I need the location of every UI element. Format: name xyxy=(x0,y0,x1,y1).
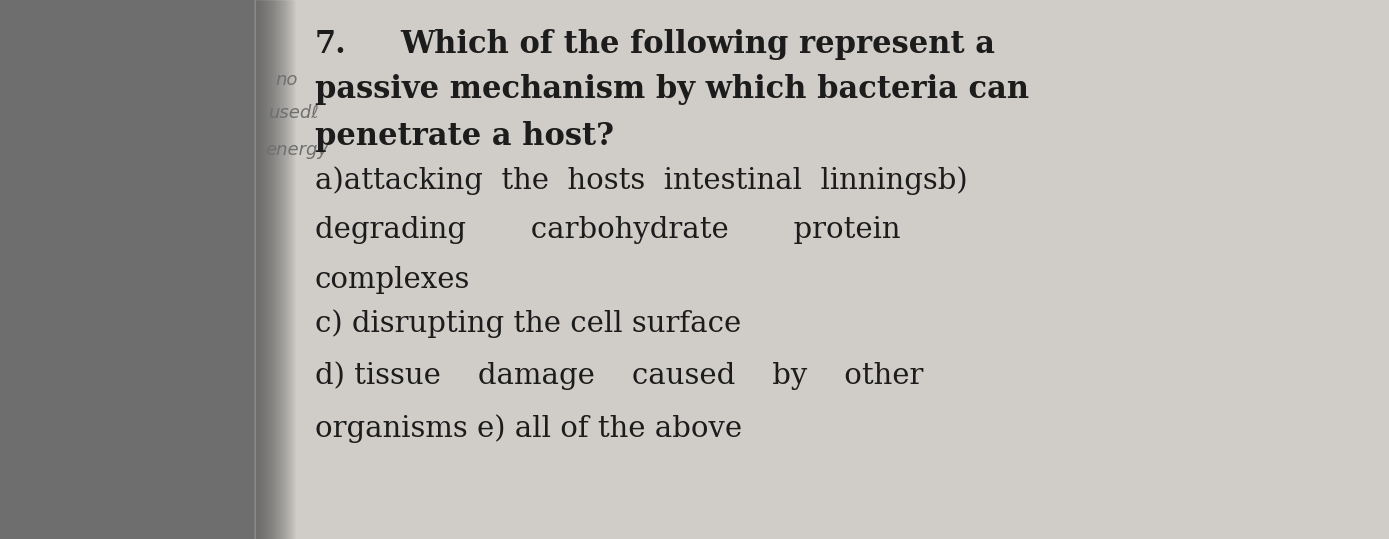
Text: penetrate a host?: penetrate a host? xyxy=(315,121,614,152)
Text: no: no xyxy=(275,71,297,89)
Text: a)attacking  the  hosts  intestinal  linningsb): a)attacking the hosts intestinal linning… xyxy=(315,166,968,195)
Bar xyxy=(0,0,256,539)
Text: energy: energy xyxy=(265,141,328,159)
Text: passive mechanism by which bacteria can: passive mechanism by which bacteria can xyxy=(315,74,1029,105)
Text: usedℓ: usedℓ xyxy=(269,104,319,122)
Text: 7.: 7. xyxy=(315,29,347,60)
Text: complexes: complexes xyxy=(315,266,471,294)
Text: c) disrupting the cell surface: c) disrupting the cell surface xyxy=(315,309,742,338)
Text: organisms e) all of the above: organisms e) all of the above xyxy=(315,414,742,443)
Bar xyxy=(256,0,1389,539)
Text: Which of the following represent a: Which of the following represent a xyxy=(400,29,995,60)
Text: degrading       carbohydrate       protein: degrading carbohydrate protein xyxy=(315,216,900,244)
Text: d) tissue    damage    caused    by    other: d) tissue damage caused by other xyxy=(315,361,924,390)
